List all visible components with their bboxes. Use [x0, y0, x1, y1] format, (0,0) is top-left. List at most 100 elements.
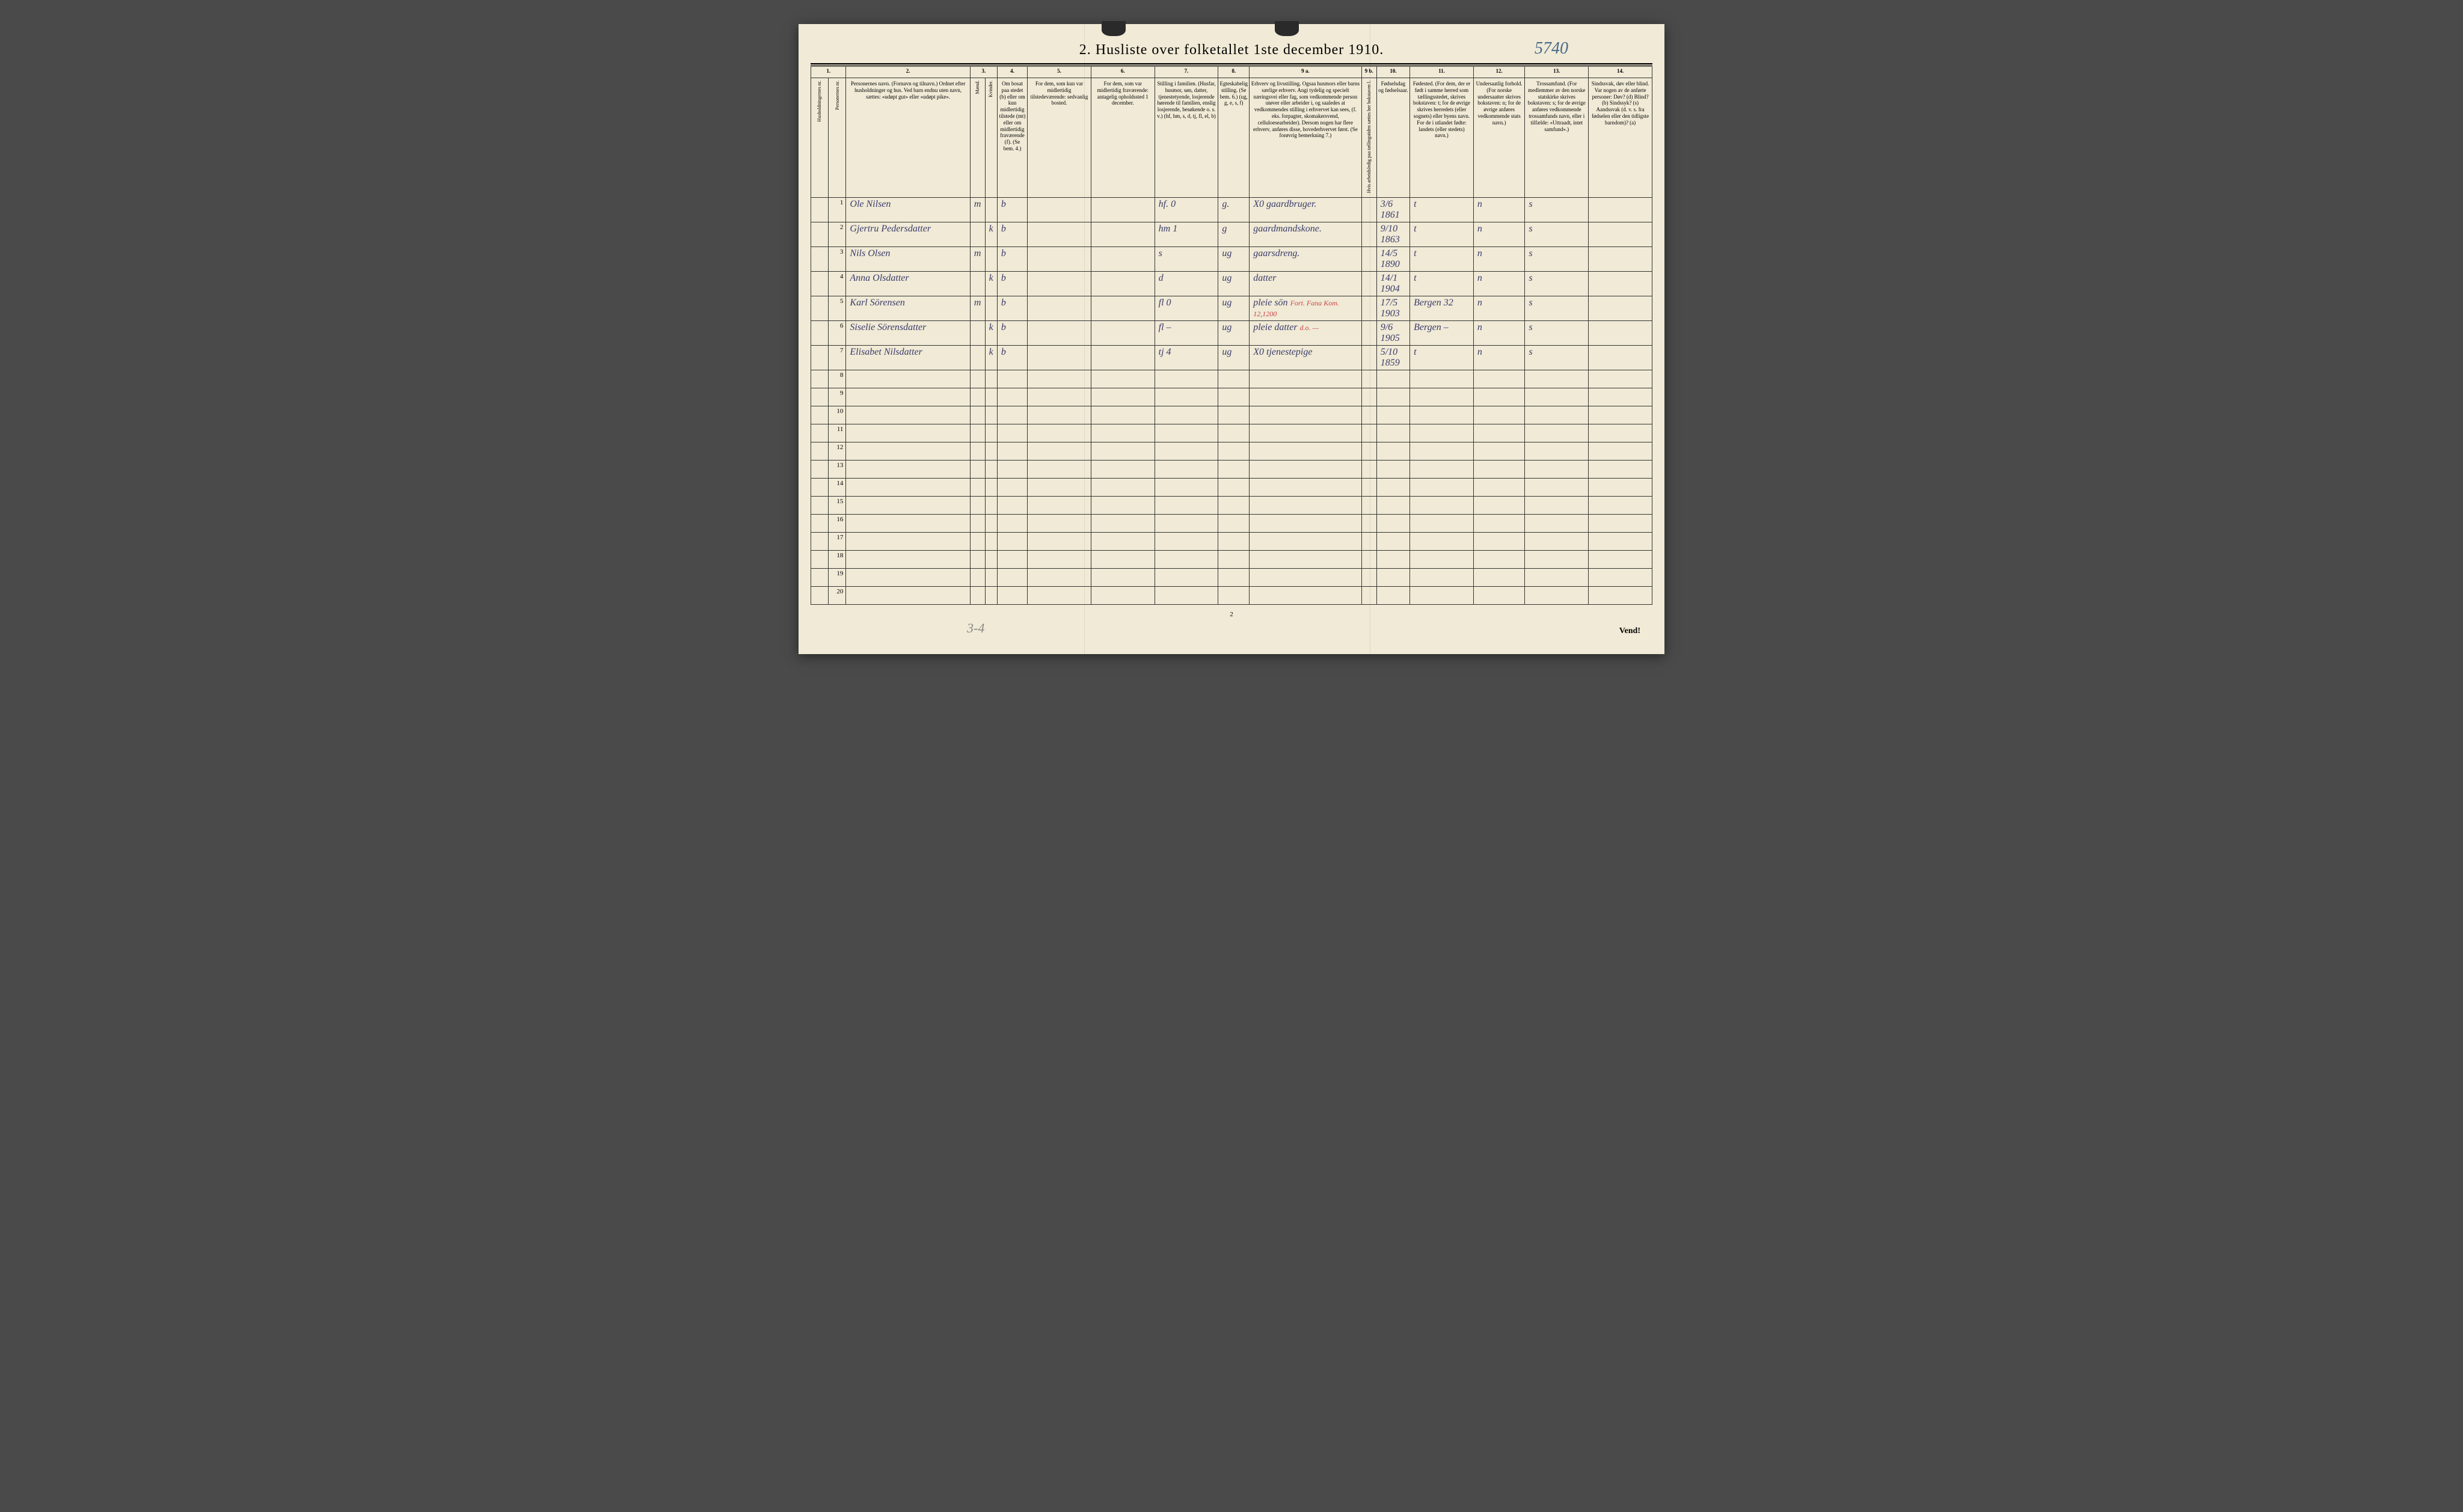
- person-nr-cell: 6: [829, 320, 846, 345]
- empty-cell: [1218, 370, 1250, 388]
- empty-cell: [970, 424, 985, 442]
- empty-cell: [970, 586, 985, 604]
- empty-cell: [1155, 388, 1218, 406]
- handwritten-annotation-top: 5740: [1535, 39, 1568, 58]
- empty-cell: [1361, 424, 1376, 442]
- table-row-empty: 11: [811, 424, 1652, 442]
- rule-line: [811, 63, 1652, 64]
- empty-cell: [1091, 424, 1155, 442]
- person-nr-cell: 9: [829, 388, 846, 406]
- empty-cell: [970, 514, 985, 532]
- empty-cell: [985, 370, 997, 388]
- marital-cell: ug: [1218, 296, 1250, 320]
- empty-cell: [1589, 478, 1652, 496]
- empty-cell: [1091, 496, 1155, 514]
- religion-cell: s: [1525, 320, 1589, 345]
- empty-cell: [1589, 460, 1652, 478]
- col-num: 12.: [1473, 67, 1525, 78]
- empty-cell: [846, 532, 970, 550]
- empty-cell: [1091, 370, 1155, 388]
- person-nr-cell: 11: [829, 424, 846, 442]
- empty-cell: [1410, 388, 1474, 406]
- table-row-empty: 12: [811, 442, 1652, 460]
- empty-cell: [846, 496, 970, 514]
- unemployed-cell: [1361, 296, 1376, 320]
- sex-k-cell: [985, 246, 997, 271]
- empty-cell: [1155, 550, 1218, 568]
- empty-cell: [1091, 406, 1155, 424]
- religion-cell: s: [1525, 271, 1589, 296]
- empty-cell: [1376, 496, 1409, 514]
- empty-cell: [997, 424, 1027, 442]
- empty-cell: [1250, 478, 1361, 496]
- empty-cell: [1250, 406, 1361, 424]
- disability-cell: [1589, 320, 1652, 345]
- empty-cell: [1525, 532, 1589, 550]
- turn-page-label: Vend!: [1619, 626, 1640, 636]
- empty-cell: [1028, 496, 1091, 514]
- name-cell: Gjertru Pedersdatter: [846, 222, 970, 246]
- occupation-cell: pleie datter d.o. —: [1250, 320, 1361, 345]
- col-header-birthdate: Fødselsdag og fødselsaar.: [1376, 78, 1409, 198]
- occupation-cell: X0 gaardbruger.: [1250, 197, 1361, 222]
- empty-cell: [1473, 514, 1525, 532]
- empty-cell: [1589, 550, 1652, 568]
- marital-cell: g.: [1218, 197, 1250, 222]
- empty-cell: [1525, 586, 1589, 604]
- empty-cell: [846, 550, 970, 568]
- empty-cell: [1028, 586, 1091, 604]
- disability-cell: [1589, 197, 1652, 222]
- unemployed-cell: [1361, 222, 1376, 246]
- household-cell: [811, 222, 829, 246]
- title-row: 2. Husliste over folketallet 1ste decemb…: [811, 42, 1652, 58]
- empty-cell: [997, 370, 1027, 388]
- empty-cell: [1473, 424, 1525, 442]
- empty-cell: [1376, 406, 1409, 424]
- sex-m-cell: [970, 345, 985, 370]
- household-cell: [811, 568, 829, 586]
- col-num: 8.: [1218, 67, 1250, 78]
- table-row: 6Siselie Sörensdatterkbfl –ugpleie datte…: [811, 320, 1652, 345]
- empty-cell: [1155, 496, 1218, 514]
- empty-cell: [1028, 478, 1091, 496]
- empty-cell: [997, 586, 1027, 604]
- empty-cell: [970, 370, 985, 388]
- col-header-family-position: Stilling i familien. (Husfar, husmor, sø…: [1155, 78, 1218, 198]
- empty-cell: [1589, 586, 1652, 604]
- sex-m-cell: [970, 271, 985, 296]
- household-cell: [811, 320, 829, 345]
- residence-cell: b: [997, 271, 1027, 296]
- empty-cell: [1218, 550, 1250, 568]
- empty-cell: [985, 460, 997, 478]
- sex-m-cell: [970, 222, 985, 246]
- nationality-cell: n: [1473, 296, 1525, 320]
- col-num: 7.: [1155, 67, 1218, 78]
- disability-cell: [1589, 296, 1652, 320]
- empty-cell: [1361, 370, 1376, 388]
- table-row-empty: 13: [811, 460, 1652, 478]
- empty-cell: [1376, 370, 1409, 388]
- family-position-cell: fl –: [1155, 320, 1218, 345]
- empty-cell: [997, 442, 1027, 460]
- table-row: 1Ole Nilsenmbhf. 0g.X0 gaardbruger.3/6 1…: [811, 197, 1652, 222]
- occupation-cell: datter: [1250, 271, 1361, 296]
- empty-cell: [1361, 586, 1376, 604]
- empty-cell: [985, 568, 997, 586]
- empty-cell: [1155, 514, 1218, 532]
- table-row-empty: 18: [811, 550, 1652, 568]
- empty-cell: [1028, 568, 1091, 586]
- name-cell: Elisabet Nilsdatter: [846, 345, 970, 370]
- birthplace-cell: Bergen –: [1410, 320, 1474, 345]
- temp-present-cell: [1028, 197, 1091, 222]
- empty-cell: [1028, 370, 1091, 388]
- birthplace-cell: t: [1410, 345, 1474, 370]
- empty-cell: [1410, 442, 1474, 460]
- empty-cell: [1361, 532, 1376, 550]
- torn-edge-decoration: [799, 24, 1664, 36]
- col-num: 3.: [970, 67, 997, 78]
- empty-cell: [846, 586, 970, 604]
- empty-cell: [970, 568, 985, 586]
- sex-k-cell: k: [985, 345, 997, 370]
- table-row-empty: 17: [811, 532, 1652, 550]
- empty-cell: [1473, 568, 1525, 586]
